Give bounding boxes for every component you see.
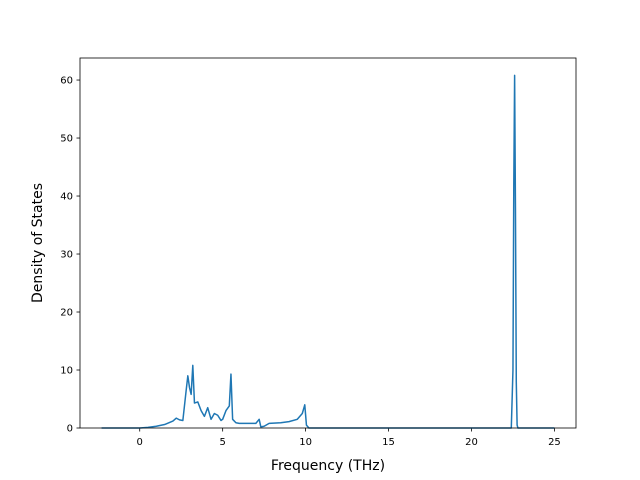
y-tick-label: 40 xyxy=(60,192,73,203)
plot-area-frame xyxy=(79,57,577,429)
x-tick-label: 15 xyxy=(382,437,395,448)
y-tick-label: 50 xyxy=(60,134,73,145)
x-tick-label: 25 xyxy=(548,437,561,448)
y-tick-label: 60 xyxy=(60,76,73,87)
x-tick-label: 10 xyxy=(299,437,312,448)
y-axis-label: Density of States xyxy=(30,183,46,303)
x-axis-label: Frequency (THz) xyxy=(271,458,385,474)
x-tick-label: 0 xyxy=(137,437,143,448)
y-tick-label: 20 xyxy=(60,308,73,319)
y-tick-label: 0 xyxy=(67,424,73,435)
dos-series-line xyxy=(101,74,555,429)
y-tick-label: 10 xyxy=(60,366,73,377)
x-axis-ticks: 0 5 10 15 20 25 xyxy=(137,428,561,448)
x-tick-label: 20 xyxy=(465,437,478,448)
y-axis-ticks: 0 10 20 30 40 50 60 xyxy=(60,76,80,435)
y-tick-label: 30 xyxy=(60,250,73,261)
x-tick-label: 5 xyxy=(219,437,225,448)
